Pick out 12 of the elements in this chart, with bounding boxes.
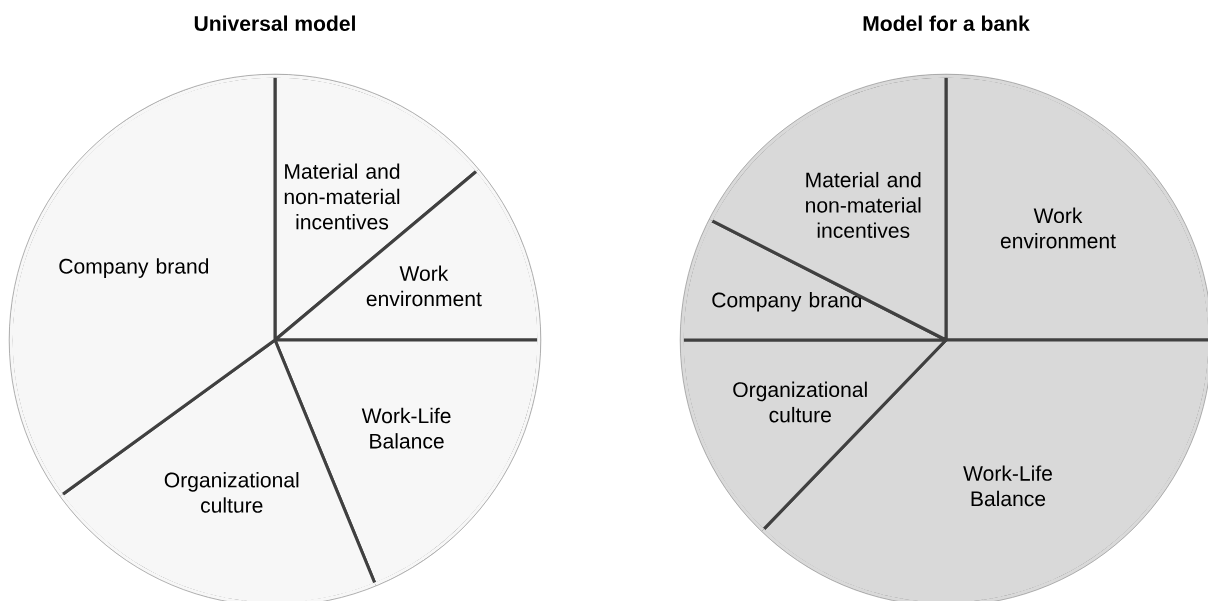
slice-label: Company brand: [712, 291, 862, 312]
chart-title: Model for a bank: [863, 15, 1030, 31]
slice-label: Material and non-material incentives: [284, 163, 400, 230]
slice-label: Organizational culture: [733, 381, 867, 423]
slice-label: Work-Life Balance: [963, 465, 1052, 507]
slice-label: Company brand: [59, 258, 209, 278]
slice-label: Work environment: [1000, 207, 1116, 249]
slice-label: Work-Life Balance: [361, 407, 451, 449]
slice-label: Organizational culture: [164, 472, 299, 513]
chart-title: Universal model: [194, 15, 355, 31]
slice-label: Material and non-material incentives: [806, 171, 921, 238]
slice-label: Work environment: [366, 265, 482, 307]
